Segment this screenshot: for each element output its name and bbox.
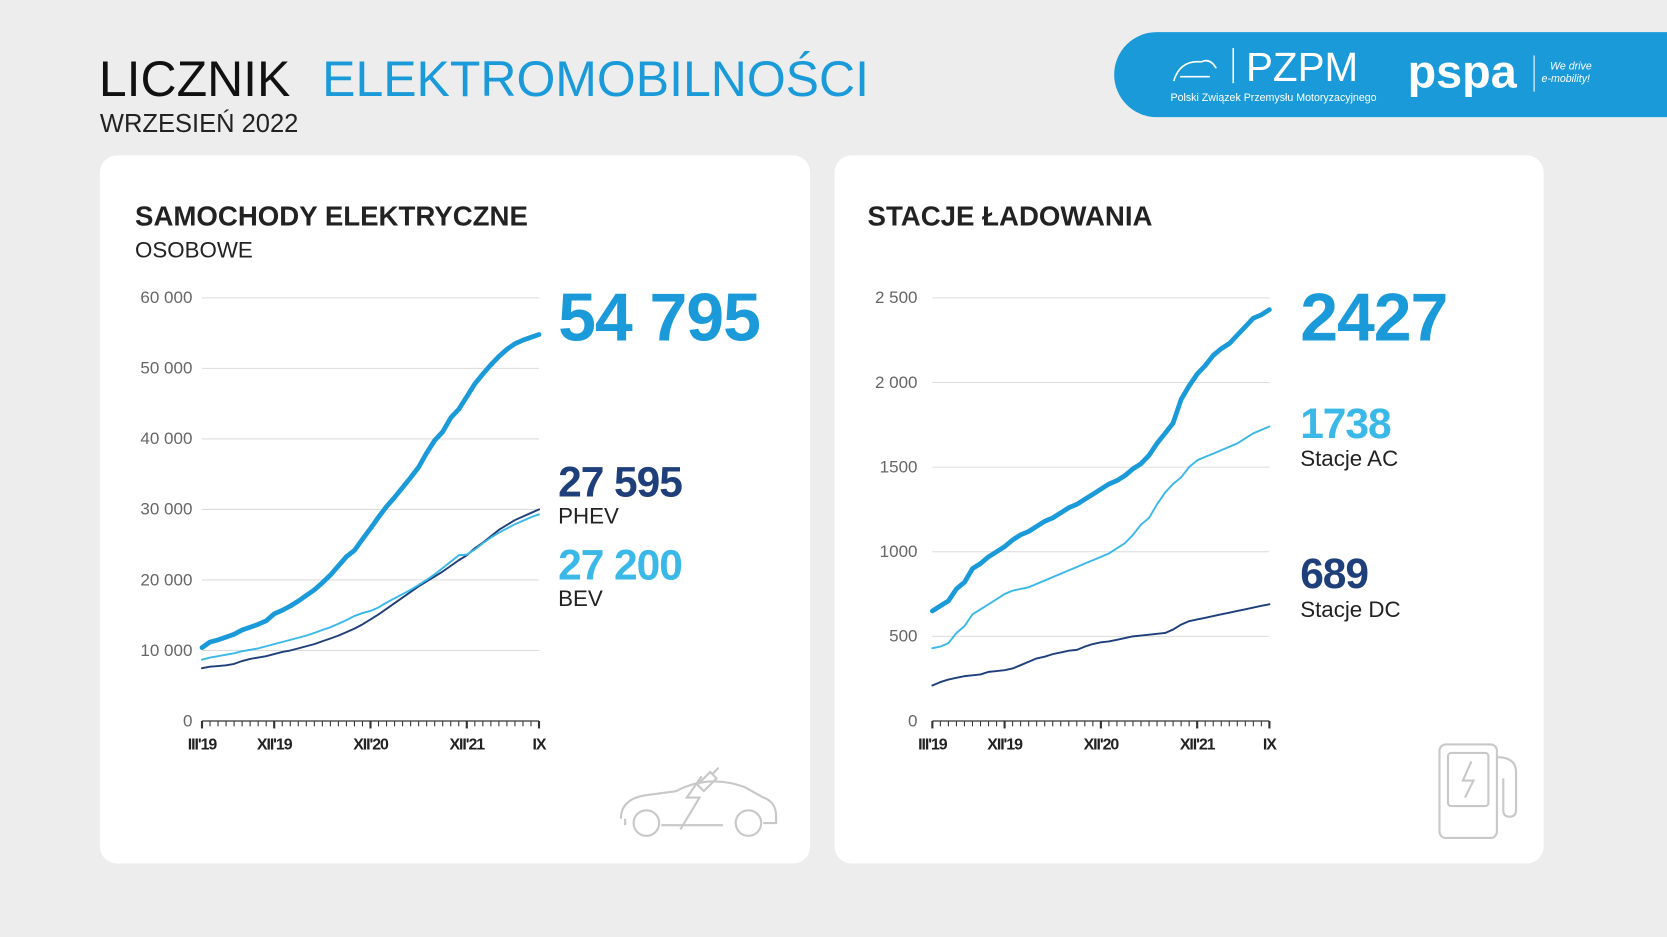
chart-title: SAMOCHODY ELEKTRYCZNE bbox=[135, 201, 528, 232]
x-tick-label: III'19 bbox=[918, 737, 948, 754]
x-tick-label: XII'20 bbox=[353, 737, 389, 754]
bev-name: BEV bbox=[558, 586, 603, 611]
x-tick-label: XII'21 bbox=[449, 737, 485, 754]
y-tick-label: 500 bbox=[889, 627, 917, 646]
x-tick-label: XII'19 bbox=[987, 737, 1023, 754]
pzpm-icon bbox=[1172, 59, 1217, 82]
y-tick-label: 10 000 bbox=[140, 641, 192, 660]
y-tick-label: 1000 bbox=[880, 542, 918, 561]
y-tick-label: 40 000 bbox=[140, 429, 192, 448]
y-tick-label: 0 bbox=[183, 711, 192, 730]
x-tick-label: III'19 bbox=[188, 737, 218, 754]
logo-banner bbox=[1114, 32, 1667, 118]
phev-label: 27 595 bbox=[558, 460, 682, 507]
phev-name: PHEV bbox=[558, 503, 619, 528]
x-tick-label: IX bbox=[533, 737, 547, 754]
card bbox=[834, 155, 1544, 864]
dc-label: 689 bbox=[1300, 551, 1368, 598]
pspa-tagline: We drive bbox=[1550, 60, 1592, 72]
pzpm-full: Polski Związek Przemysłu Motoryzacyjnego bbox=[1171, 92, 1377, 104]
chart-title: STACJE ŁADOWANIA bbox=[868, 201, 1153, 232]
series-line bbox=[931, 603, 1271, 687]
series-line bbox=[931, 425, 1271, 650]
total-label: 54 795 bbox=[558, 279, 760, 355]
x-tick-label: XII'20 bbox=[1084, 737, 1120, 754]
ac-label: 1738 bbox=[1300, 401, 1391, 448]
charger-icon bbox=[1438, 743, 1518, 840]
title-part: ELEKTROMOBILNOŚCI bbox=[322, 50, 869, 107]
x-tick-label: XII'19 bbox=[257, 737, 293, 754]
series-line bbox=[199, 332, 542, 651]
x-tick-label: IX bbox=[1263, 737, 1277, 754]
y-tick-label: 2 500 bbox=[875, 288, 918, 307]
title-part: LICZNIK bbox=[99, 51, 291, 107]
y-tick-label: 1500 bbox=[880, 457, 918, 476]
pspa-tagline: e-mobility! bbox=[1542, 73, 1590, 85]
y-tick-label: 60 000 bbox=[140, 288, 192, 307]
y-tick-label: 2 000 bbox=[875, 373, 918, 392]
chart-subtitle: OSOBOWE bbox=[135, 237, 253, 262]
y-tick-label: 0 bbox=[908, 711, 917, 730]
y-tick-label: 20 000 bbox=[140, 570, 192, 589]
pspa-logo: pspa bbox=[1408, 45, 1518, 97]
x-tick-label: XII'21 bbox=[1180, 737, 1216, 754]
total-label: 2427 bbox=[1300, 279, 1447, 355]
subtitle: WRZESIEŃ 2022 bbox=[100, 109, 298, 138]
y-tick-label: 30 000 bbox=[140, 500, 192, 519]
series-line bbox=[201, 513, 540, 661]
dc-name: Stacje DC bbox=[1300, 597, 1400, 622]
bev-label: 27 200 bbox=[558, 543, 682, 590]
series-line bbox=[929, 307, 1272, 614]
car-icon bbox=[619, 767, 778, 837]
ac-name: Stacje AC bbox=[1300, 446, 1398, 471]
pzpm-logo: PZPM bbox=[1246, 44, 1358, 90]
y-tick-label: 50 000 bbox=[140, 359, 192, 378]
